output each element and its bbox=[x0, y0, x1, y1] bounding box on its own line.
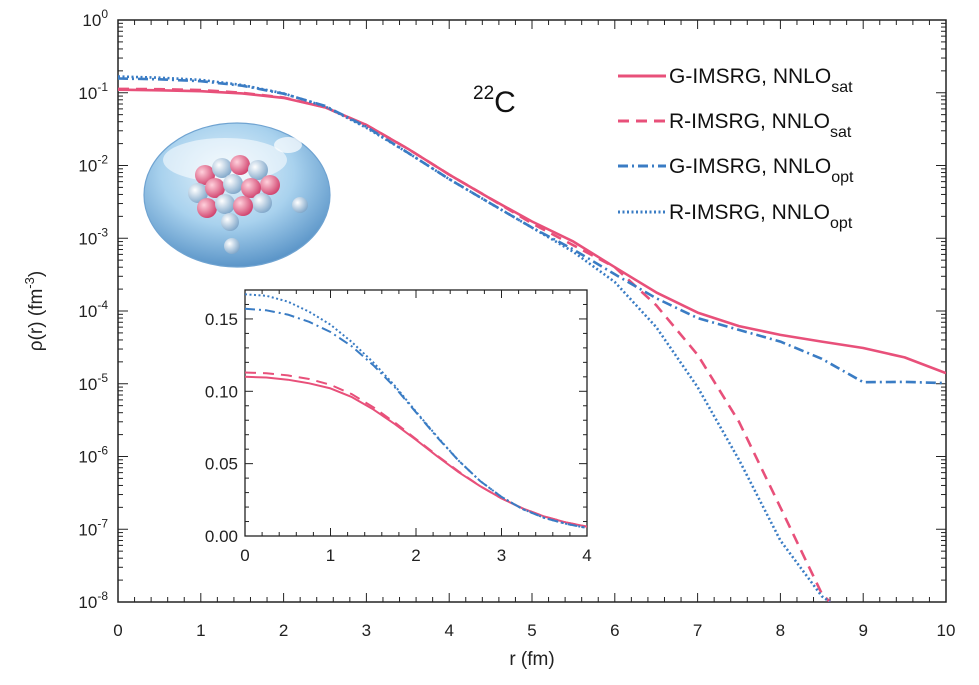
inset-series-line-dotted-opt bbox=[245, 293, 587, 529]
y-tick-label: 10-5 bbox=[78, 371, 108, 394]
y-tick-label: 10-7 bbox=[78, 516, 108, 539]
inset-y-tick-label: 0.00 bbox=[205, 527, 238, 546]
nucleus-drop-illustration bbox=[143, 122, 331, 268]
main-series-group bbox=[118, 75, 946, 602]
inset-axis-tick-labels: 0 1 2 3 4 0.00 0.05 0.10 0.15 bbox=[205, 310, 592, 565]
y-tick-label: 100 bbox=[82, 7, 108, 30]
x-tick-label: 2 bbox=[279, 621, 288, 640]
nucleus-mass-number: 22 bbox=[473, 83, 494, 104]
x-tick-label: 8 bbox=[776, 621, 785, 640]
x-tick-label: 4 bbox=[444, 621, 453, 640]
y-tick-label: 10-8 bbox=[78, 589, 108, 612]
legend-label: R-IMSRG, NNLOopt bbox=[669, 201, 853, 232]
x-tick-label: 6 bbox=[610, 621, 619, 640]
y-tick-label: 10-4 bbox=[78, 298, 108, 321]
inset-x-tick-label: 2 bbox=[411, 546, 420, 565]
series-line-dashed-sat bbox=[118, 87, 832, 602]
y-tick-label: 10-1 bbox=[78, 80, 108, 103]
legend-label: G-IMSRG, NNLOopt bbox=[669, 155, 854, 186]
x-tick-label: 1 bbox=[196, 621, 205, 640]
x-tick-label: 9 bbox=[858, 621, 867, 640]
inset-x-tick-label: 4 bbox=[582, 546, 591, 565]
x-tick-label: 7 bbox=[693, 621, 702, 640]
nucleus-symbol: C bbox=[494, 86, 516, 119]
main-axis-tick-labels: 0 1 2 3 4 5 6 7 8 9 1010010-110-210-310-410-510-61… bbox=[78, 7, 955, 640]
series-line-dashdot-opt bbox=[118, 77, 946, 385]
inset-y-tick-label: 0.15 bbox=[205, 310, 238, 329]
x-tick-label: 5 bbox=[527, 621, 536, 640]
y-tick-label: 10-6 bbox=[78, 444, 108, 467]
legend: G-IMSRG, NNLOsat R-IMSRG, NNLOsat G-IMSRG,… bbox=[618, 65, 854, 232]
inset-axis-ticks bbox=[244, 290, 588, 537]
inset-x-tick-label: 3 bbox=[497, 546, 506, 565]
main-axis-ticks bbox=[117, 19, 947, 603]
legend-label: G-IMSRG, NNLOsat bbox=[669, 65, 853, 96]
inset-series-group bbox=[245, 293, 587, 529]
x-axis-title: r (fm) bbox=[509, 649, 554, 670]
inset-series-line-dashed-sat bbox=[245, 371, 587, 528]
legend-label: R-IMSRG, NNLOsat bbox=[669, 110, 852, 141]
y-tick-label: 10-2 bbox=[78, 153, 108, 176]
x-tick-label: 0 bbox=[113, 621, 122, 640]
inset-series-line-dashdot-opt bbox=[245, 307, 587, 529]
inset-x-tick-label: 0 bbox=[240, 546, 249, 565]
y-axis-title: ρ(r) (fm-3) bbox=[22, 271, 47, 351]
y-tick-label: 10-3 bbox=[78, 225, 108, 248]
inset-y-tick-label: 0.10 bbox=[205, 382, 238, 401]
nucleons-cluster bbox=[188, 155, 308, 254]
inset-y-tick-label: 0.05 bbox=[205, 455, 238, 474]
nucleus-label: 22C bbox=[473, 83, 516, 119]
series-line-solid-sat bbox=[118, 88, 946, 375]
x-tick-label: 3 bbox=[362, 621, 371, 640]
inset-x-tick-label: 1 bbox=[326, 546, 335, 565]
x-tick-label: 10 bbox=[937, 621, 956, 640]
series-line-dotted-opt bbox=[118, 75, 831, 602]
